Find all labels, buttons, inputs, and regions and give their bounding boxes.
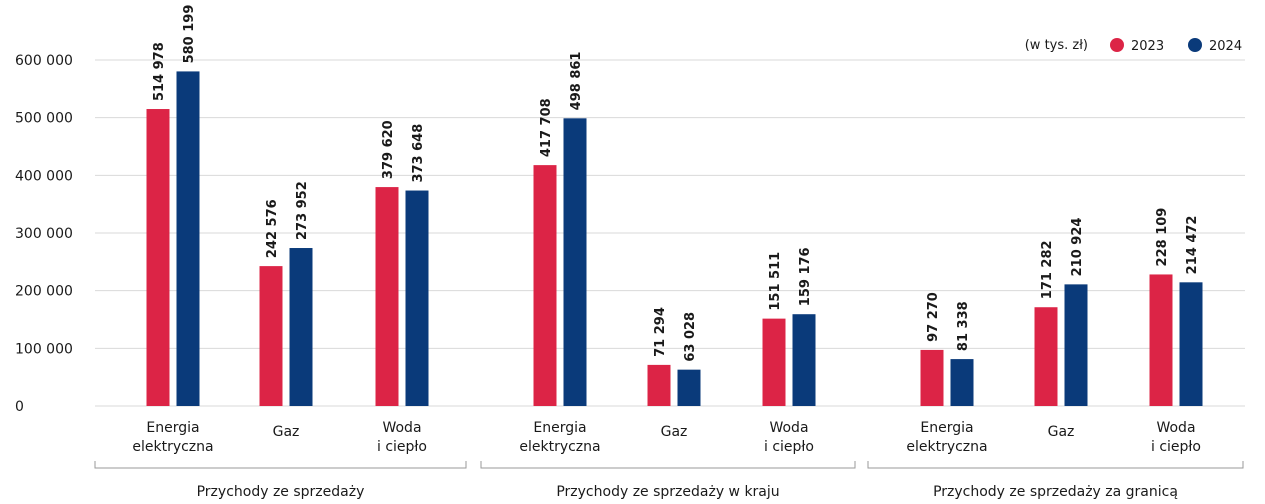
bar-2024 [1064,284,1088,406]
group-label: Przychody ze sprzedaży za granicą [933,484,1178,500]
category-label: Woda [1156,420,1195,436]
legend-label: 2024 [1209,39,1242,54]
legend: (w tys. zł) 2023 2024 [1025,38,1242,54]
bar-2023 [647,364,671,406]
category-label: i ciepło [1151,439,1201,455]
category-label: Woda [382,420,421,436]
legend-swatch-2024 [1188,38,1202,52]
data-label: 373 648 [411,124,426,183]
bar-2024 [176,71,200,406]
data-label: 151 511 [768,252,783,311]
category-label: Woda [769,420,808,436]
category-label: Energia [533,420,586,436]
group-brackets: Przychody ze sprzedaży Przychody ze sprze… [94,461,1244,500]
category-label: elektryczna [906,439,987,455]
group-bracket [867,461,1244,469]
y-tick-label: 400 000 [15,168,73,184]
data-label: 81 338 [956,301,971,351]
category-label: i ciepło [377,439,427,455]
y-tick-label: 0 [15,399,24,415]
data-label: 214 472 [1185,216,1200,275]
legend-swatch-2023 [1110,38,1124,52]
group-label: Przychody ze sprzedaży w kraju [556,484,779,500]
bar-2023 [259,266,283,406]
data-label: 580 199 [182,5,197,64]
category-label: i ciepło [764,439,814,455]
data-label: 171 282 [1040,240,1055,299]
data-label: 63 028 [683,312,698,362]
bar-2024 [677,369,701,406]
y-tick-label: 300 000 [15,226,73,242]
data-label: 498 861 [569,52,584,111]
bar-2024 [950,359,974,406]
data-label: 514 978 [152,42,167,101]
data-label: 228 109 [1155,208,1170,267]
category-label: Gaz [273,424,300,440]
category-label: Gaz [661,424,688,440]
bar-2023 [920,349,944,406]
y-axis-ticks: 0 100 000 200 000 300 000 400 000 500 000 600 … [15,53,73,415]
unit-note: (w tys. zł) [1025,38,1088,53]
category-label: Energia [146,420,199,436]
legend-label: 2023 [1131,39,1164,54]
data-label: 417 708 [539,98,554,157]
category-label: elektryczna [519,439,600,455]
data-label: 242 576 [265,199,280,258]
category-label: Energia [920,420,973,436]
y-tick-label: 100 000 [15,341,73,357]
group-label: Przychody ze sprzedaży [197,484,365,500]
data-label: 273 952 [295,181,310,240]
data-labels: 514 978 580 199 242 576 273 952 379 620 373 6… [152,5,1200,362]
y-tick-label: 600 000 [15,53,73,69]
bar-2023 [146,109,170,406]
bar-2024 [563,118,587,406]
group-bracket [94,461,467,469]
bar-2024 [792,314,816,406]
y-tick-label: 500 000 [15,111,73,127]
data-label: 159 176 [798,247,813,306]
bar-2024 [1179,282,1203,406]
gridlines [95,59,1245,407]
category-label: elektryczna [132,439,213,455]
category-labels: Energia elektryczna Gaz Woda i ciepło Energia… [132,420,1201,455]
y-tick-label: 200 000 [15,284,73,300]
data-label: 71 294 [653,307,668,357]
category-label: Gaz [1048,424,1075,440]
data-label: 210 924 [1070,218,1085,277]
bar-2023 [1149,274,1173,406]
bar-2024 [405,190,429,406]
data-label: 97 270 [926,292,941,342]
group-bracket [480,461,856,469]
bar-2023 [1034,307,1058,406]
bar-2023 [762,318,786,406]
bars [146,71,1203,406]
bar-2023 [375,187,399,406]
bar-2023 [533,165,557,406]
bar-2024 [289,248,313,406]
data-label: 379 620 [381,120,396,179]
